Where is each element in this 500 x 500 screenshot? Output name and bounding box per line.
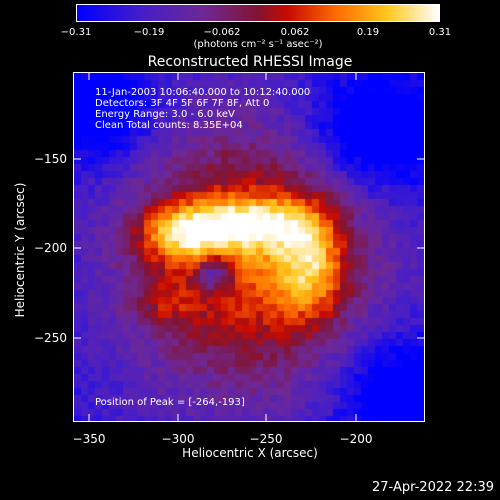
- colorbar-units: (photons cm⁻² s⁻¹ asec⁻²): [193, 39, 323, 50]
- colorbar-tick: −0.062: [203, 27, 241, 38]
- x-tick-label: −300: [161, 432, 195, 446]
- colorbar-tick: 0.062: [280, 27, 310, 38]
- info-line-time: 11-Jan-2003 10:06:40.000 to 10:12:40.000: [95, 87, 311, 98]
- info-line-counts: Clean Total counts: 8.35E+04: [95, 120, 243, 131]
- y-tick-label: −150: [34, 152, 67, 166]
- y-axis-label: Heliocentric Y (arcsec): [13, 182, 27, 318]
- colorbar-tick: −0.19: [133, 27, 165, 38]
- timestamp: 27-Apr-2022 22:39: [372, 480, 494, 495]
- x-tick-label: −200: [339, 432, 373, 446]
- x-axis-label: Heliocentric X (arcsec): [182, 446, 318, 460]
- peak-position: Position of Peak = [-264,-193]: [95, 397, 245, 408]
- x-tick-label: −350: [72, 432, 106, 446]
- colorbar-tick: 0.31: [428, 27, 452, 38]
- info-line-energy: Energy Range: 3.0 - 6.0 keV: [95, 109, 235, 120]
- colorbar-tick: 0.19: [356, 27, 380, 38]
- colorbar-tick: −0.31: [60, 27, 92, 38]
- heatmap-image: [74, 73, 424, 421]
- info-line-detectors: Detectors: 3F 4F 5F 6F 7F 8F, Att 0: [95, 98, 270, 109]
- image-title: Reconstructed RHESSI Image: [147, 54, 353, 70]
- rhessi-image-plot: 11-Jan-2003 10:06:40.000 to 10:12:40.000…: [73, 72, 425, 422]
- y-tick-label: −250: [34, 331, 67, 345]
- y-tick-label: −200: [34, 241, 67, 255]
- colorbar: [76, 4, 440, 22]
- x-tick-label: −250: [249, 432, 283, 446]
